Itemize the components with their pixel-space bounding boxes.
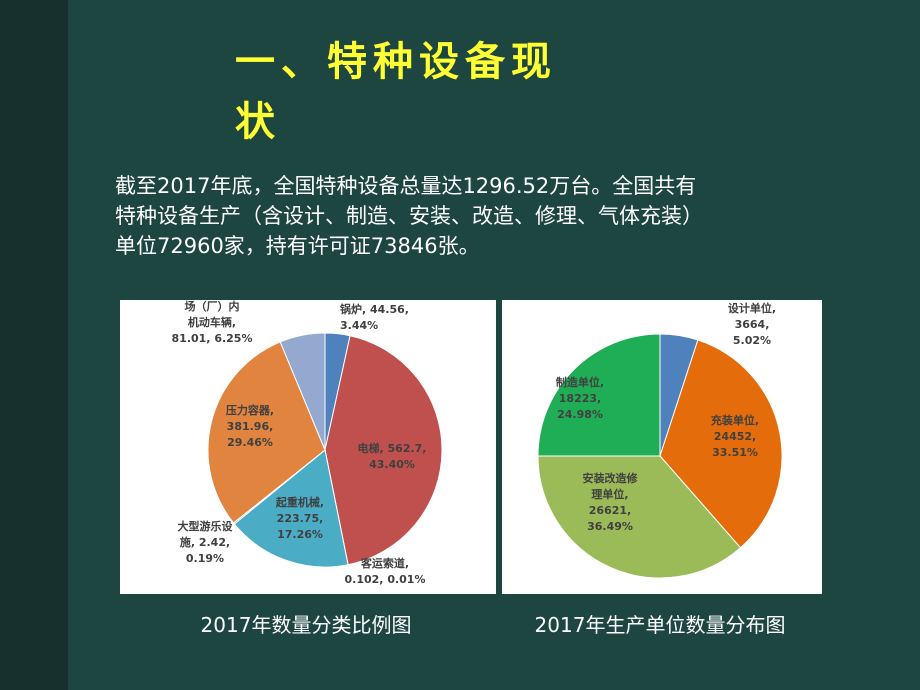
slice-label: 24.98% (557, 408, 603, 421)
slice-label: 设计单位, (728, 301, 776, 315)
chart-caption: 2017年生产单位数量分布图 (535, 613, 786, 637)
slice-label: 29.46% (227, 436, 273, 449)
chart-caption: 2017年数量分类比例图 (201, 613, 412, 637)
slice-label: 0.19% (186, 552, 224, 565)
slice-label: 充装单位, (711, 413, 759, 427)
slice-label: 36.49% (587, 520, 633, 533)
slice-label: 33.51% (712, 446, 758, 459)
slice-label: 大型游乐设 (178, 519, 234, 533)
slide-title: 一、特种设备现 (235, 39, 557, 85)
slice-label: 安装改造修 (583, 471, 639, 485)
slice-label: 起重机械, (275, 495, 324, 509)
paragraph-line: 特种设备生产（含设计、制造、安装、改造、修理、气体充装） (115, 204, 703, 228)
left-stripe (0, 0, 68, 690)
slice-label: 43.40% (369, 458, 415, 471)
pie-slice (659, 339, 783, 549)
slice-label: 24452, (714, 430, 756, 443)
slice-label: 81.01, 6.25% (172, 332, 253, 345)
slice-label: 压力容器, (226, 403, 274, 417)
slice-label: 电梯, 562.7, (358, 441, 427, 455)
slice-label: 381.96, (227, 420, 274, 433)
slice-label: 3664, (735, 318, 770, 331)
slice-label: 223.75, (277, 512, 324, 525)
slice-label: 26621, (589, 504, 631, 517)
pie-slice (324, 335, 443, 566)
pie-slice (233, 449, 349, 568)
slice-label: 锅炉, 44.56, (340, 302, 409, 316)
slice-label: 3.44% (340, 319, 378, 332)
pie-slice (279, 332, 326, 451)
pie-slice (207, 341, 326, 524)
paragraph-line: 截至2017年底，全国特种设备总量达1296.52万台。全国共有 (115, 174, 696, 198)
pie-slice (537, 455, 742, 579)
paragraph-line: 单位72960家，持有许可证73846张。 (115, 234, 480, 258)
slice-label: 17.26% (277, 528, 323, 541)
slice-label: 机动车辆, (188, 315, 236, 329)
slice-label: 理单位, (591, 487, 628, 501)
slice-label: 施, 2.42, (180, 535, 230, 549)
slice-label: 场（厂）内 (185, 299, 240, 313)
slice-label: 5.02% (733, 334, 771, 347)
pie-slice (537, 333, 661, 457)
slice-label: 0.102, 0.01% (345, 573, 426, 586)
slice-label: 客运索道, (360, 556, 409, 570)
slice-label: 18223, (559, 392, 601, 405)
slide-title: 状 (235, 99, 281, 145)
slice-label: 制造单位, (556, 375, 604, 389)
